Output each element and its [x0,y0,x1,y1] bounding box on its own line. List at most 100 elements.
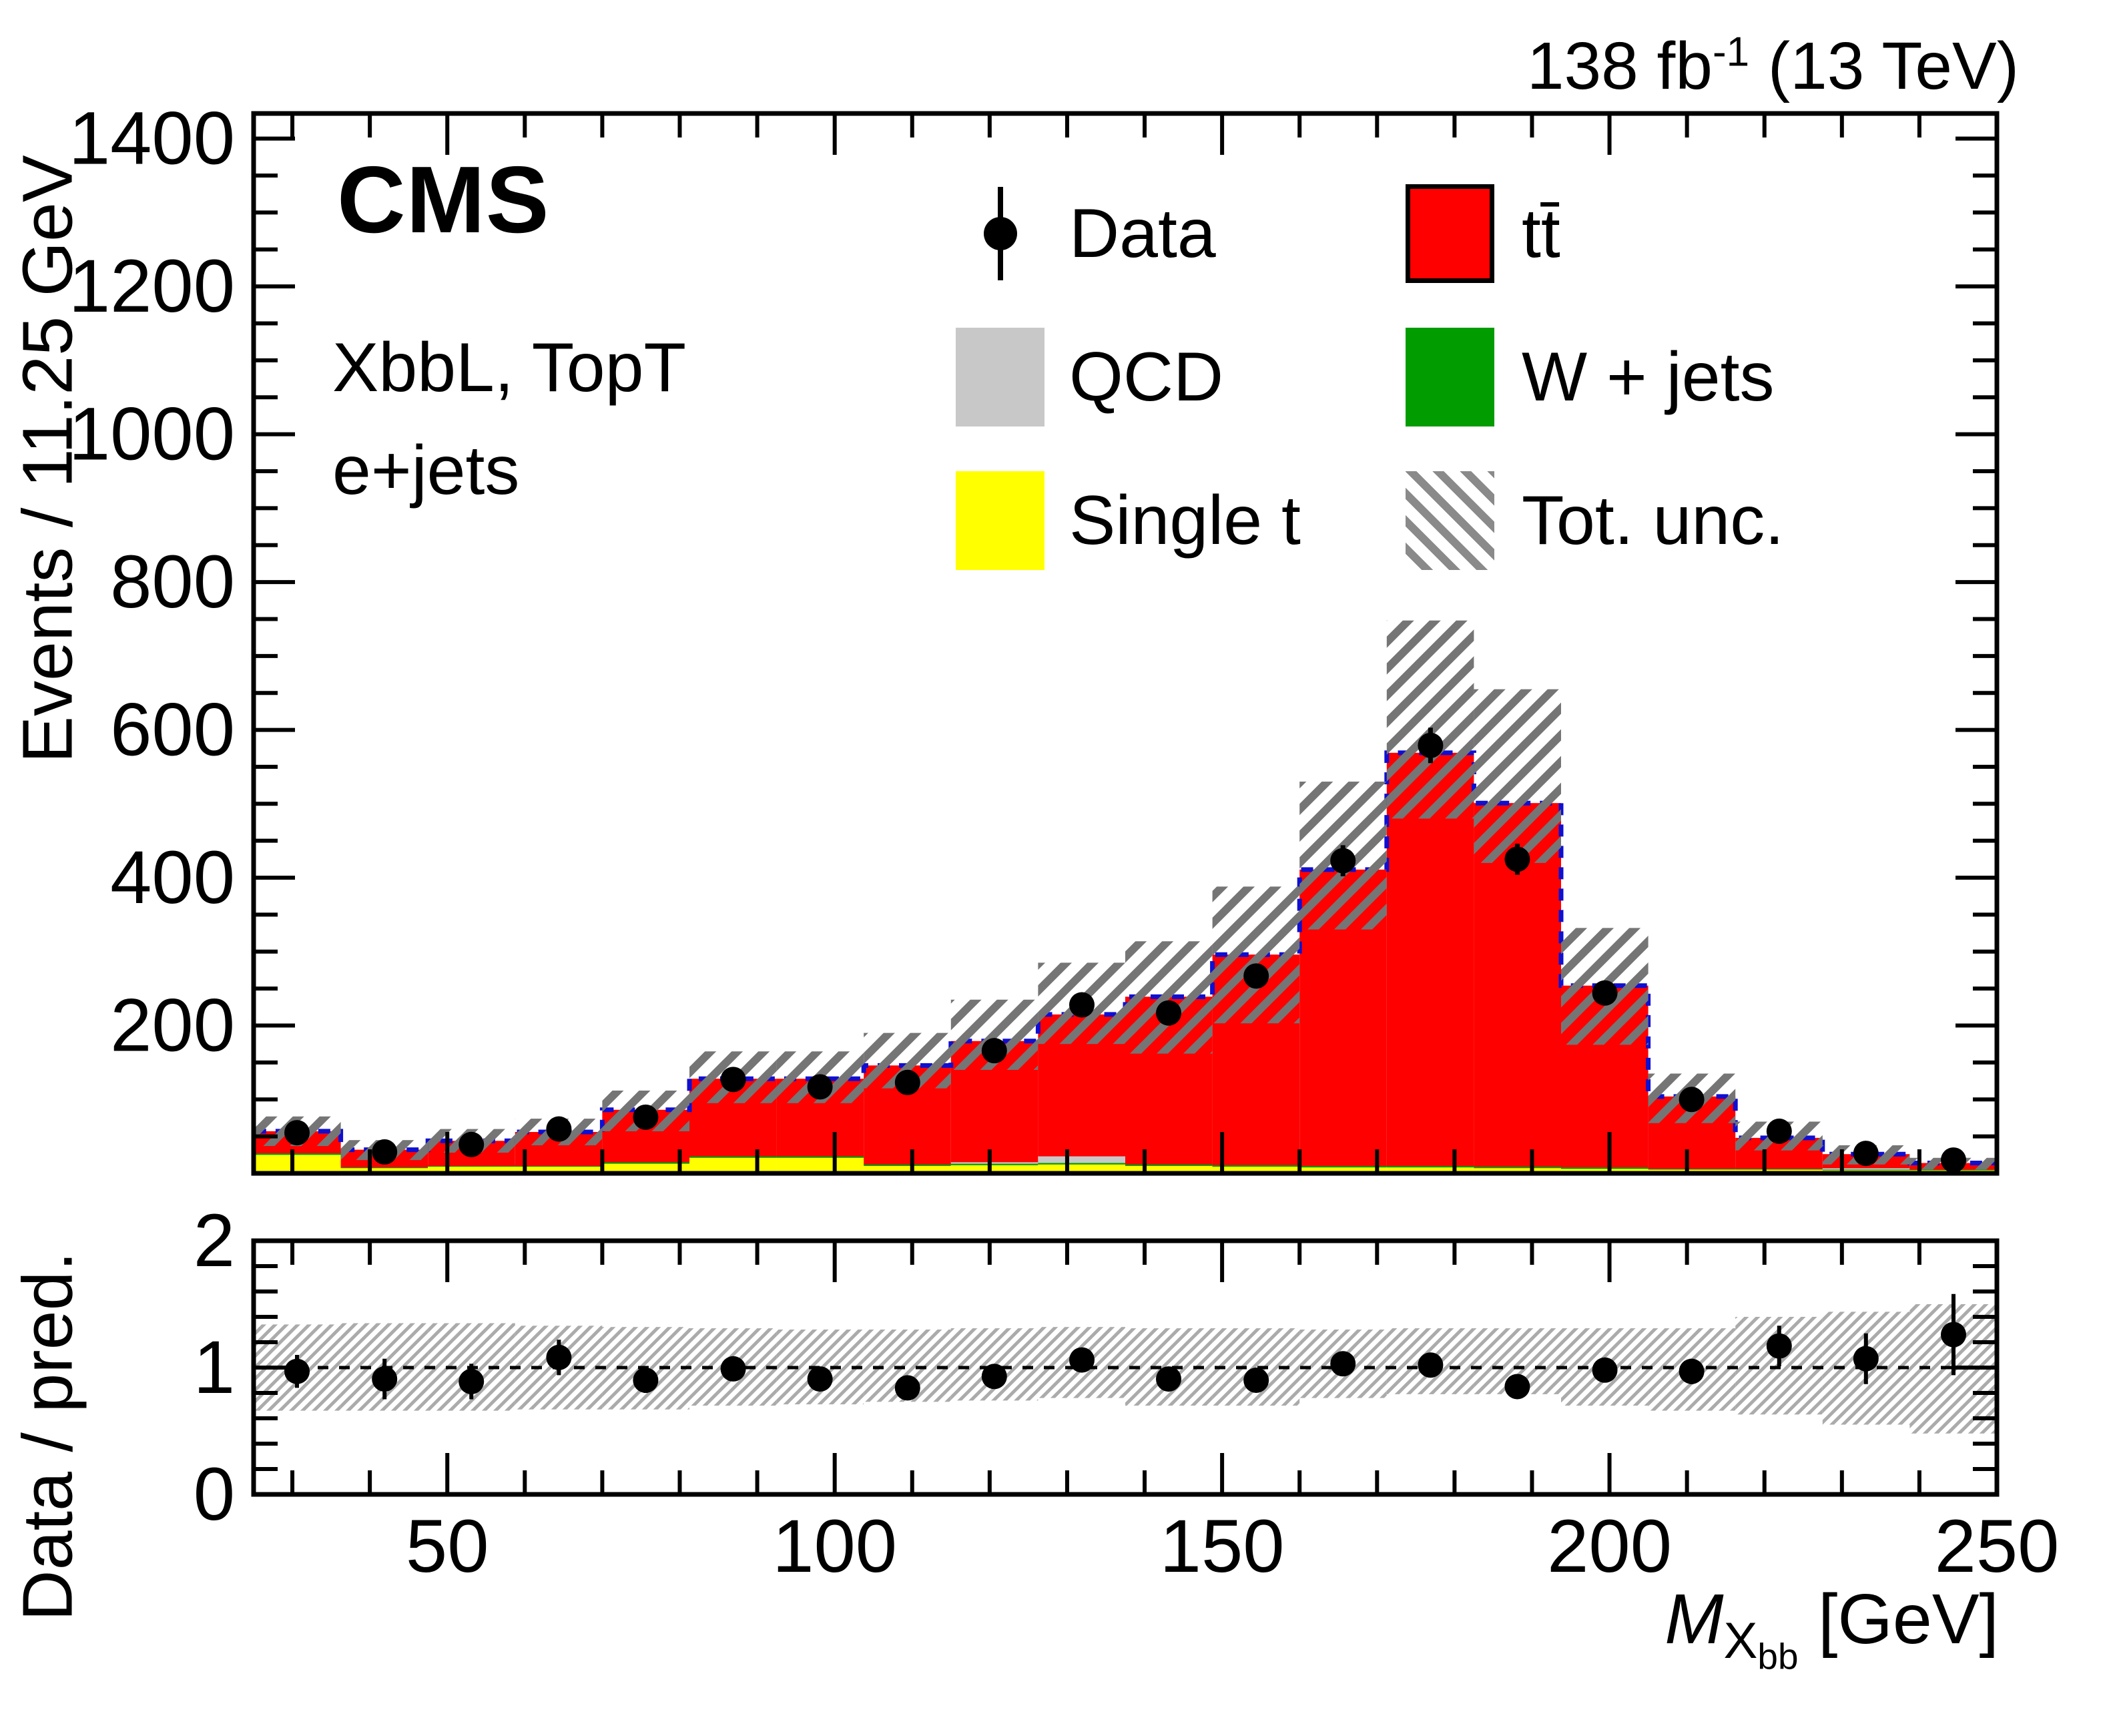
ratio-point [1940,1322,1966,1348]
energy-label: (13 TeV) [1749,29,2019,103]
wjets-swatch-icon [1406,328,1494,426]
tick-label: 250 [1935,1504,2060,1588]
uncertainty-band-bin [1474,689,1561,863]
stack-segment-singlet [689,1157,777,1173]
lumi-exponent: -1 [1712,29,1750,75]
luminosity-label: 138 fb-1 (13 TeV) [1527,28,2019,105]
stack-segment-wjets [776,1155,864,1158]
totunc-swatch-icon [1406,471,1494,570]
stack-segment-singlet [340,1168,428,1173]
stack-segment-wjets [254,1152,341,1155]
stack-segment-singlet [1212,1167,1300,1173]
legend-label-singlet: Single t [1069,481,1301,559]
stack-segment-wjets [1386,1165,1474,1168]
stack-segment-ttbar [1386,752,1474,1166]
stack-segment-wjets [1125,1163,1213,1166]
stack-segment-singlet [1474,1168,1561,1173]
data-point [372,1139,398,1165]
tick-label: 50 [406,1504,489,1588]
uncertainty-band-bin [1212,886,1300,1024]
tick-label: 1000 [69,392,235,476]
tick-label: 800 [110,540,235,623]
stack-segment-singlet [864,1165,951,1173]
tick-label: 200 [1547,1504,1672,1588]
ratio-point [807,1366,833,1392]
stack-segment-wjets [1212,1164,1300,1167]
data-point [1156,1000,1182,1026]
x-axis-title: MXbb [GeV] [1665,1579,1999,1677]
ratio-point [1156,1366,1182,1392]
stack-segment-singlet [776,1157,864,1173]
stack-segment-singlet [515,1167,603,1173]
data-point [807,1074,833,1100]
ratio-point [1330,1351,1356,1377]
data-point [284,1120,310,1146]
ratio-panel [254,1293,1997,1434]
stack-segment-singlet [254,1155,341,1173]
ratio-point [372,1366,398,1392]
experiment-label: CMS [337,147,550,253]
stack-segment-qcd [1822,1168,1910,1170]
x-axis-title-subscript: X [1723,1613,1758,1670]
ratio-point [1069,1347,1095,1373]
x-axis-title-subsubscript: bb [1757,1635,1799,1677]
stack-segment-singlet [602,1163,689,1173]
data-point [1418,732,1444,758]
data-point [1679,1087,1705,1113]
data-point [1330,848,1356,874]
legend-label-totunc: Tot. unc. [1522,481,1785,559]
legend-label-wjets: W + jets [1522,338,1775,416]
stack-segment-wjets [864,1163,951,1166]
panel-frame [251,111,2000,1176]
stack-segment-qcd [1038,1156,1125,1163]
tick-label: 1200 [69,244,235,328]
selection-label: XbbL, TopT [332,329,687,406]
y-axis-title-main: Events / 11.25 GeV [8,155,87,764]
stack-segment-singlet [1299,1167,1387,1173]
data-point [1853,1141,1879,1167]
tick-label: 2 [194,1199,235,1282]
data-point [894,1069,920,1095]
stack-segment-wjets [1038,1161,1125,1165]
x-axis-title-symbol: M [1665,1580,1724,1659]
x-axis-title-unit: [GeV] [1798,1580,1999,1659]
ratio-point [1243,1368,1269,1393]
data-point [1243,963,1269,989]
tick-label: 1 [194,1326,235,1409]
ratio-point [459,1368,485,1394]
data-point [1069,992,1095,1018]
ratio-point [284,1358,310,1384]
ratio-point [1766,1333,1792,1359]
axes-frame: 50 100 150 200 250 200 400 600 800 1000 1200 1400 0 1… [69,97,2060,1588]
tick-label: 0 [194,1452,235,1536]
stack-segment-wjets [1561,1166,1648,1169]
channel-label: e+jets [332,432,520,509]
tick-label: 150 [1160,1504,1285,1588]
ratio-point [1592,1357,1618,1383]
data-marker-dot [983,217,1017,250]
ttbar-swatch-icon [1406,184,1494,283]
ratio-point [546,1344,572,1370]
ratio-point [894,1375,920,1401]
stack-segment-wjets [950,1162,1038,1165]
data-point [981,1038,1007,1064]
tick-label: 100 [772,1504,897,1588]
tick-label: 400 [110,836,235,919]
stack-segment-wjets [1474,1165,1561,1169]
data-point [720,1067,746,1093]
data-point [1940,1147,1966,1173]
uncertainty-band-bin [1125,941,1213,1054]
data-marker-icon [956,184,1044,283]
stack-segment-wjets [1299,1165,1387,1168]
tick-label: 1400 [69,97,235,180]
data-point [1766,1118,1792,1144]
legend-label-data: Data [1069,194,1216,272]
legend-label-ttbar: tt̄ [1522,194,1560,272]
stack-segment-singlet [1386,1167,1474,1173]
data-point [1592,980,1618,1006]
uncertainty-band-bin [1386,620,1474,819]
ratio-point [981,1364,1007,1390]
tick-label: 600 [110,688,235,772]
